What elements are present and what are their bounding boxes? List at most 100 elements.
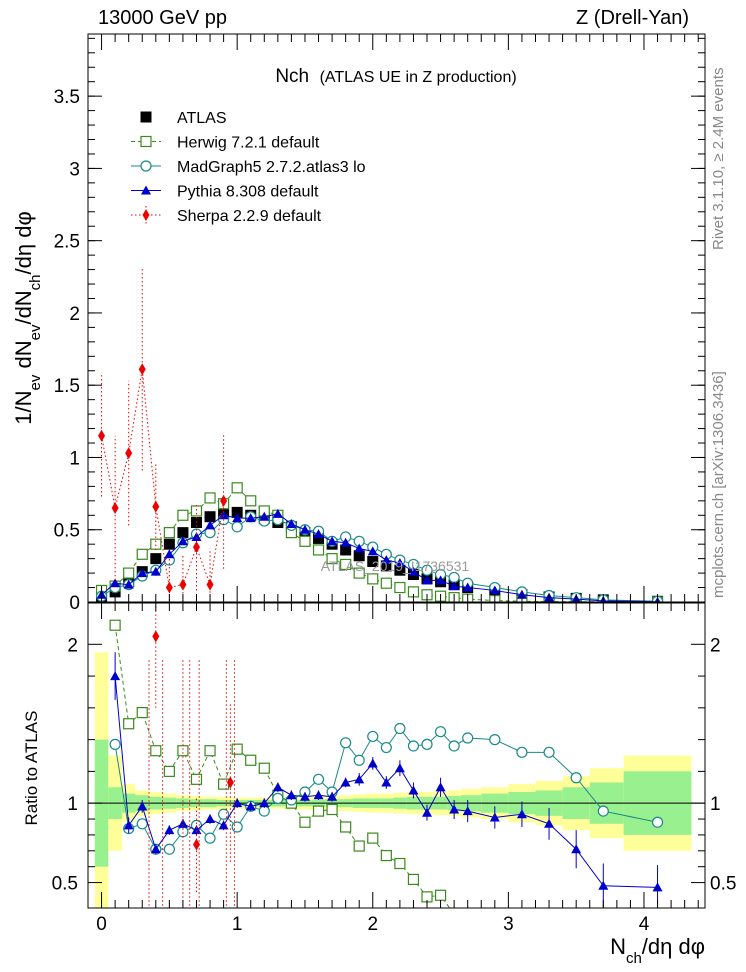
ratio-point [192, 838, 200, 851]
header-right: Z (Drell-Yan) [576, 7, 689, 29]
data-point [179, 578, 187, 591]
data-point [435, 575, 446, 585]
y-tick-label: 2 [67, 635, 78, 656]
ratio-point [449, 804, 460, 814]
x-tick-label: 1 [232, 914, 243, 935]
data-point [190, 505, 203, 517]
y-tick-label-right: 2 [710, 635, 721, 656]
ratio-point [489, 812, 500, 822]
data-point [421, 564, 433, 576]
legend-marker [140, 160, 152, 172]
data-point [123, 567, 135, 579]
ratio-series-3 [152, 603, 234, 893]
data-point [340, 537, 351, 547]
main-panel: ATLAS_2019_I1736531 0.5 1 1.5 2 2.5 3 3.5 0 Nch… [11, 33, 706, 614]
data-point [489, 585, 500, 595]
data-point [353, 567, 365, 579]
data-point [163, 527, 175, 539]
y-tick-label: 0.5 [54, 521, 80, 542]
legend-marker [141, 185, 151, 195]
y-tick-label: 0.5 [52, 874, 78, 895]
ratio-point [231, 821, 243, 833]
ratio-point [367, 832, 379, 844]
data-point [245, 513, 256, 523]
data-point [394, 564, 406, 576]
legend-item: Pythia 8.308 default [131, 184, 319, 201]
ratio-point [597, 805, 609, 817]
legend-label: Sherpa 2.2.9 default [177, 208, 322, 225]
ratio-point [150, 745, 162, 757]
data-point [177, 536, 188, 546]
ratio-point [313, 790, 324, 800]
ratio-point [353, 754, 365, 766]
legend-label: Pythia 8.308 default [177, 184, 319, 201]
data-point [394, 557, 405, 567]
ratio-point [353, 840, 365, 852]
x-axis-label: Nch/dη dφ [610, 934, 705, 967]
ratio-point [218, 820, 229, 830]
ratio-point [177, 818, 188, 828]
ratio-point [218, 808, 230, 820]
data-point [163, 538, 175, 550]
data-point [136, 548, 148, 560]
ratio-point [367, 730, 379, 743]
ratio-point [516, 746, 528, 758]
ratio-point [204, 832, 216, 844]
data-point [449, 581, 460, 591]
y-tick-label-right: 0.5 [710, 874, 736, 895]
ratio-point [340, 821, 352, 833]
legend-label: Herwig 7.2.1 default [177, 135, 320, 152]
ratio-point [421, 738, 433, 750]
ratio-point [367, 758, 378, 768]
ratio-point [150, 844, 161, 854]
ratio-point [340, 777, 351, 787]
data-point [204, 492, 216, 504]
ratio-point [152, 630, 160, 643]
ratio-point [408, 785, 419, 795]
ratio-point [312, 773, 325, 785]
ratio-point [226, 776, 234, 789]
ratio-point [407, 740, 420, 752]
ratio-point [422, 807, 433, 817]
x-tick-label: 2 [367, 914, 378, 935]
series-line [101, 516, 658, 602]
y-tick-label: 3.5 [54, 87, 80, 108]
analysis-watermark: ATLAS_2019_I1736531 [321, 558, 470, 574]
data-point [220, 494, 228, 507]
data-point [462, 582, 473, 592]
y-tick-label: 0 [69, 593, 80, 614]
ratio-point [394, 857, 406, 870]
data-point [327, 536, 338, 546]
ratio-point [544, 818, 555, 828]
data-point [231, 506, 243, 518]
data-point [381, 555, 392, 565]
legend-label: ATLAS [177, 110, 227, 127]
data-point [231, 482, 243, 494]
data-point [152, 500, 160, 513]
data-point [340, 558, 352, 571]
ratio-point [448, 740, 460, 752]
data-point [177, 527, 189, 539]
data-point [380, 560, 392, 572]
y-tick-label: 1 [69, 448, 80, 469]
data-point [231, 521, 243, 533]
ratio-point [123, 718, 135, 730]
y-tick-label: 1.5 [54, 376, 80, 397]
data-point [367, 546, 378, 556]
data-point [110, 578, 121, 588]
ratio-point [204, 745, 216, 757]
y-tick-label: 1 [67, 794, 78, 815]
mcplots-label: mcplots.cern.ch [arXiv:1306.3436] [710, 371, 727, 598]
ratio-point [434, 889, 447, 901]
legend-label: MadGraph5 2.7.2.atlas3 lo [177, 159, 366, 176]
data-point [340, 544, 352, 556]
legend-marker [140, 135, 152, 148]
y-tick-label-right: 1 [710, 794, 721, 815]
data-point [299, 524, 310, 534]
y-axis-label-main: 1/Nev dNev/dNch/dη dφ [11, 211, 44, 424]
x-tick-label: 4 [639, 914, 650, 935]
ratio-point [435, 782, 446, 792]
ratio-point [258, 762, 270, 774]
data-point [98, 429, 106, 442]
